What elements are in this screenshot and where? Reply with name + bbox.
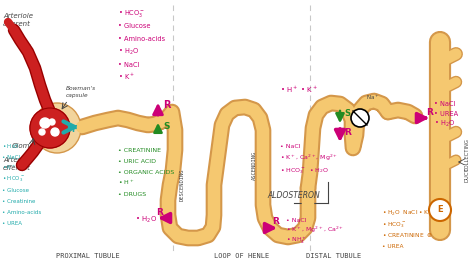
Text: • UREA: • UREA — [434, 111, 458, 117]
Text: • DRUGS: • DRUGS — [118, 192, 146, 197]
Ellipse shape — [33, 103, 81, 153]
Circle shape — [30, 108, 70, 148]
Text: Bowman's: Bowman's — [66, 86, 96, 91]
Text: Glomerulus: Glomerulus — [12, 143, 52, 149]
Text: • Glucose: • Glucose — [118, 23, 151, 29]
Text: ASCENDING: ASCENDING — [252, 150, 256, 180]
Text: • K$^+$: • K$^+$ — [2, 163, 16, 172]
Text: • NH$_4^+$: • NH$_4^+$ — [286, 235, 307, 246]
Text: • Creatinine: • Creatinine — [2, 199, 36, 204]
Text: DESCENDING: DESCENDING — [180, 169, 184, 201]
Text: R: R — [344, 128, 351, 137]
Text: E: E — [437, 206, 443, 214]
Text: • H$_2$O: • H$_2$O — [135, 215, 157, 225]
Text: • Glucose: • Glucose — [2, 188, 29, 193]
Text: • UREA: • UREA — [2, 221, 22, 226]
Text: • H$_2$O: • H$_2$O — [118, 47, 139, 57]
Circle shape — [40, 118, 50, 128]
Text: PROXIMAL TUBULE: PROXIMAL TUBULE — [56, 253, 120, 259]
Text: R: R — [163, 100, 171, 110]
Text: S: S — [344, 109, 350, 118]
Text: • UREA: • UREA — [382, 244, 403, 249]
Text: DISTAL TUBULE: DISTAL TUBULE — [306, 253, 362, 259]
Text: • HCO$_3^-$: • HCO$_3^-$ — [382, 220, 406, 230]
Text: • Amino-acids: • Amino-acids — [2, 210, 41, 215]
Circle shape — [49, 119, 55, 125]
Text: Arteriole: Arteriole — [3, 13, 33, 19]
Text: Na$^+$: Na$^+$ — [366, 93, 379, 102]
Text: DUCT: DUCT — [465, 168, 470, 182]
Text: COLLECTING: COLLECTING — [465, 139, 470, 172]
Text: LOOP OF HENLE: LOOP OF HENLE — [214, 253, 270, 259]
Circle shape — [429, 199, 451, 221]
Text: • NaCl: • NaCl — [280, 144, 301, 149]
Text: efferent: efferent — [3, 165, 31, 171]
Text: • NaCl: • NaCl — [2, 155, 20, 160]
Text: ALDOSTERON: ALDOSTERON — [268, 191, 320, 200]
Text: afferent: afferent — [3, 21, 31, 27]
Text: • H$^+$: • H$^+$ — [118, 178, 135, 187]
Text: R: R — [272, 217, 279, 226]
Circle shape — [39, 129, 45, 135]
Text: F: F — [71, 125, 77, 134]
Text: • H$_2$O: • H$_2$O — [434, 119, 455, 129]
Text: • NaCl: • NaCl — [286, 218, 307, 223]
Text: • K$^+$, Mg$^{2+}$, Ca$^{2+}$: • K$^+$, Mg$^{2+}$, Ca$^{2+}$ — [286, 225, 344, 235]
Text: • NaCl: • NaCl — [118, 62, 139, 68]
Circle shape — [351, 109, 369, 127]
Text: • CREATININE  $\otimes$: • CREATININE $\otimes$ — [382, 231, 433, 239]
Text: R: R — [426, 108, 433, 117]
Text: Arteriole: Arteriole — [3, 157, 33, 163]
Text: • HCO$_3^-$: • HCO$_3^-$ — [2, 175, 25, 185]
Text: • H$_2$O: • H$_2$O — [2, 142, 19, 151]
Circle shape — [51, 128, 59, 136]
Text: • Amino-acids: • Amino-acids — [118, 36, 165, 42]
Text: • CREATININE: • CREATININE — [118, 148, 161, 153]
Text: • K$^+$: • K$^+$ — [118, 72, 135, 82]
Text: • NaCl: • NaCl — [434, 101, 456, 107]
Text: • HCO$_3^-$: • HCO$_3^-$ — [118, 8, 145, 19]
Text: • URIC ACID: • URIC ACID — [118, 159, 156, 164]
Text: capsule: capsule — [66, 93, 89, 98]
Text: S: S — [163, 122, 170, 131]
Text: • HCO$_3^-$  • H$_2$O: • HCO$_3^-$ • H$_2$O — [280, 166, 329, 176]
Text: R: R — [156, 208, 163, 217]
Text: • H$^+$ • K$^+$: • H$^+$ • K$^+$ — [280, 85, 318, 95]
Text: • H$_2$O  NaCl • K$^+$: • H$_2$O NaCl • K$^+$ — [382, 208, 434, 218]
Text: • ORGANIC ACIDS: • ORGANIC ACIDS — [118, 170, 174, 175]
Text: • K$^+$, Ca$^{2+}$, Mg$^{2+}$: • K$^+$, Ca$^{2+}$, Mg$^{2+}$ — [280, 153, 338, 163]
